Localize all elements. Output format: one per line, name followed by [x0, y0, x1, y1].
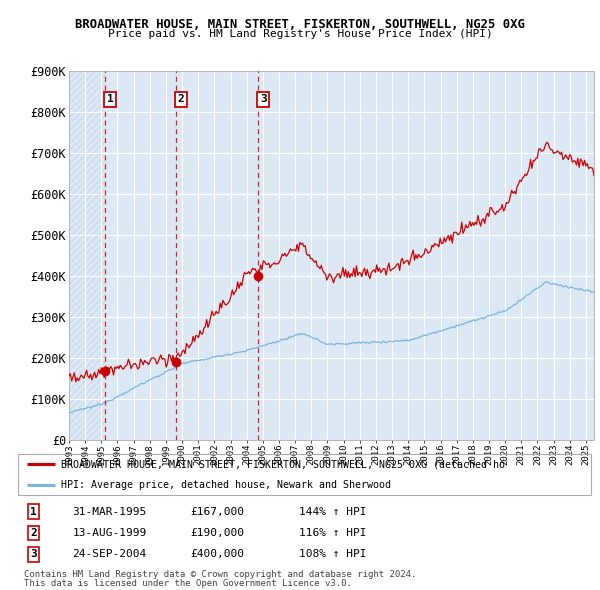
Text: 1: 1: [107, 94, 113, 104]
Text: 108% ↑ HPI: 108% ↑ HPI: [299, 549, 366, 559]
Text: 24-SEP-2004: 24-SEP-2004: [73, 549, 146, 559]
Text: £190,000: £190,000: [190, 528, 244, 538]
Text: 116% ↑ HPI: 116% ↑ HPI: [299, 528, 366, 538]
Text: Price paid vs. HM Land Registry's House Price Index (HPI): Price paid vs. HM Land Registry's House …: [107, 29, 493, 39]
Text: 31-MAR-1995: 31-MAR-1995: [73, 507, 146, 516]
Text: This data is licensed under the Open Government Licence v3.0.: This data is licensed under the Open Gov…: [24, 579, 352, 588]
Text: 13-AUG-1999: 13-AUG-1999: [73, 528, 146, 538]
Text: BROADWATER HOUSE, MAIN STREET, FISKERTON, SOUTHWELL, NG25 0XG: BROADWATER HOUSE, MAIN STREET, FISKERTON…: [75, 18, 525, 31]
Text: HPI: Average price, detached house, Newark and Sherwood: HPI: Average price, detached house, Newa…: [61, 480, 391, 490]
Text: 2: 2: [30, 528, 37, 538]
Text: £400,000: £400,000: [190, 549, 244, 559]
Text: 1: 1: [30, 507, 37, 516]
Text: 3: 3: [260, 94, 267, 104]
Text: £167,000: £167,000: [190, 507, 244, 516]
Text: 2: 2: [178, 94, 184, 104]
Text: BROADWATER HOUSE, MAIN STREET, FISKERTON, SOUTHWELL, NG25 0XG (detached ho: BROADWATER HOUSE, MAIN STREET, FISKERTON…: [61, 459, 505, 469]
Text: Contains HM Land Registry data © Crown copyright and database right 2024.: Contains HM Land Registry data © Crown c…: [24, 570, 416, 579]
Text: 144% ↑ HPI: 144% ↑ HPI: [299, 507, 366, 516]
Text: 3: 3: [30, 549, 37, 559]
